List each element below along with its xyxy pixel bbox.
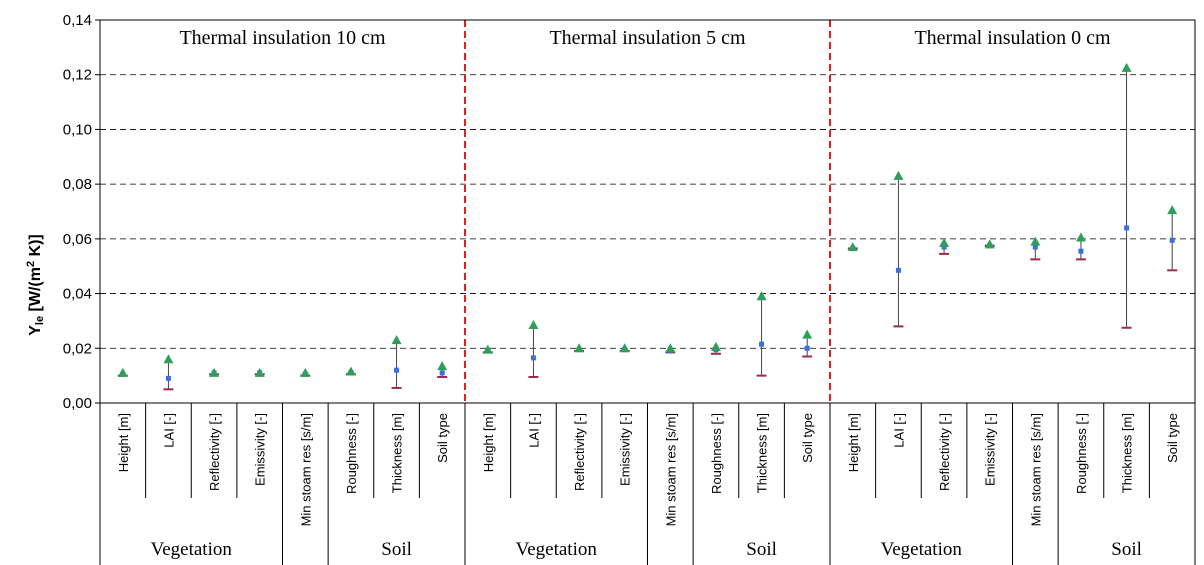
max-marker — [254, 367, 265, 377]
y-tick-label: 0,02 — [63, 340, 92, 357]
category-label: Roughness [-] — [344, 413, 359, 494]
max-marker — [802, 329, 813, 339]
category-label: Emissivity [-] — [253, 413, 268, 486]
category-label: LAI [-] — [161, 413, 176, 448]
max-marker — [619, 343, 630, 353]
y-axis-label-sub: le — [34, 316, 46, 325]
max-marker — [847, 242, 858, 252]
max-marker — [163, 354, 174, 364]
max-marker — [574, 343, 585, 353]
category-label: Height [m] — [481, 413, 496, 472]
category-label: Thickness [m] — [1120, 413, 1135, 493]
panel-titles: Thermal insulation 10 cm Thermal insulati… — [179, 27, 1111, 49]
max-marker — [528, 320, 539, 330]
panel-title: Thermal insulation 10 cm — [179, 27, 386, 49]
category-label: Reflectivity [-] — [937, 413, 952, 491]
y-tick-label: 0,04 — [63, 286, 92, 303]
category-label: Emissivity [-] — [983, 413, 998, 486]
category-label: Reflectivity [-] — [572, 413, 587, 491]
max-marker — [665, 343, 676, 353]
mean-marker — [165, 375, 171, 381]
group-label: Soil — [381, 539, 412, 560]
max-marker — [209, 367, 220, 377]
plot-frame — [99, 19, 1196, 404]
max-marker — [345, 366, 356, 376]
y-tick-label: 0,08 — [63, 176, 92, 193]
category-label: Min stoam res [s/m] — [663, 413, 678, 526]
category-label: Soil type — [800, 413, 815, 463]
axes: 0,00 0,02 0,04 0,06 0,08 0,10 0,12 0,14 — [63, 12, 1196, 412]
y-axis-label: Yle [W/(m2 K)] — [25, 234, 46, 336]
category-label: Min stoam res [s/m] — [1028, 413, 1043, 526]
max-marker — [117, 367, 128, 377]
y-axis-label-rest2: K)] — [27, 234, 44, 261]
group-label: Soil — [1111, 539, 1142, 560]
mean-marker — [941, 244, 947, 250]
category-label: Soil type — [435, 413, 450, 463]
max-marker — [300, 367, 311, 377]
group-label: Vegetation — [151, 539, 233, 560]
max-marker — [437, 361, 448, 371]
category-label: Height [m] — [116, 413, 131, 472]
mean-marker — [1078, 248, 1084, 254]
category-label: Reflectivity [-] — [207, 413, 222, 491]
y-tick-label: 0,06 — [63, 231, 92, 248]
mean-marker — [1169, 237, 1175, 243]
mean-marker — [394, 367, 400, 373]
mean-marker — [439, 370, 445, 376]
y-tick-label: 0,10 — [63, 121, 92, 138]
category-axis: Height [m] LAI [-] Reflectivity [-] Emissiv… — [99, 403, 1196, 565]
mean-marker — [1032, 244, 1038, 250]
panel-separators — [464, 20, 831, 403]
y-axis-label-sup: 2 — [25, 261, 37, 267]
mean-marker — [530, 355, 536, 361]
max-marker — [756, 291, 767, 301]
max-marker — [1030, 236, 1041, 246]
category-label: LAI [-] — [891, 413, 906, 448]
mean-marker — [895, 267, 901, 273]
max-marker — [1075, 232, 1086, 242]
max-marker — [893, 170, 904, 180]
max-marker — [1121, 62, 1132, 72]
category-label: Thickness [m] — [390, 413, 405, 493]
max-marker — [984, 239, 995, 249]
grid-lines — [100, 74, 1195, 349]
category-label: LAI [-] — [526, 413, 541, 448]
category-label: Min stoam res [s/m] — [298, 413, 313, 526]
group-label: Vegetation — [516, 539, 598, 560]
max-marker — [710, 341, 721, 351]
category-label: Height [m] — [846, 413, 861, 472]
y-tick-label: 0,12 — [63, 67, 92, 84]
category-label: Emissivity [-] — [618, 413, 633, 486]
category-label: Thickness [m] — [755, 413, 770, 493]
mean-marker — [759, 341, 765, 347]
category-label: Roughness [-] — [709, 413, 724, 494]
max-marker — [1167, 205, 1178, 215]
y-axis-label-main: Y — [27, 325, 44, 336]
max-marker — [482, 344, 493, 354]
max-marker — [939, 237, 950, 247]
mean-marker — [1124, 225, 1130, 231]
max-marker — [391, 335, 402, 345]
panel-title: Thermal insulation 5 cm — [549, 27, 746, 49]
group-label: Vegetation — [881, 539, 963, 560]
panel-title: Thermal insulation 0 cm — [914, 27, 1111, 49]
y-tick-label: 0,14 — [63, 12, 92, 29]
mean-marker — [804, 345, 810, 351]
data-marks — [117, 62, 1178, 391]
category-label: Roughness [-] — [1074, 413, 1089, 494]
y-tick-label: 0,00 — [63, 395, 92, 412]
group-label: Soil — [746, 539, 777, 560]
category-label: Soil type — [1165, 413, 1180, 463]
y-axis-label-rest1: [W/(m — [27, 267, 44, 316]
